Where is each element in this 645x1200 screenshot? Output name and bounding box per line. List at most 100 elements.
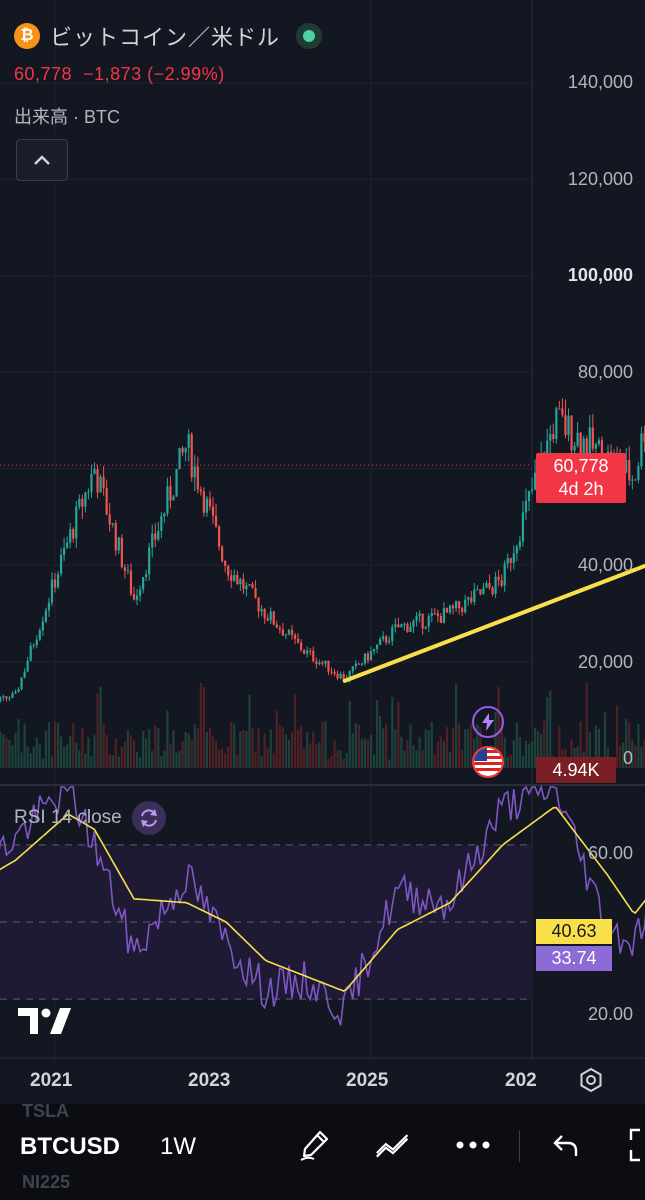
volume-bar bbox=[433, 754, 436, 768]
candle-body bbox=[509, 558, 512, 563]
us-flag-icon[interactable] bbox=[472, 746, 504, 778]
volume-bar bbox=[515, 722, 518, 768]
volume-bar bbox=[521, 755, 525, 768]
volume-bar bbox=[461, 749, 464, 768]
candle-body bbox=[132, 593, 136, 600]
candle-body bbox=[631, 479, 634, 481]
candle-body bbox=[205, 498, 209, 513]
chart-overlays bbox=[0, 464, 645, 683]
volume-bar bbox=[66, 744, 69, 768]
candle-body bbox=[135, 595, 139, 600]
symbol-button[interactable]: BTCUSD bbox=[20, 1133, 120, 1160]
volume-bar bbox=[418, 736, 421, 768]
candle-body bbox=[330, 671, 333, 673]
support-trendline bbox=[342, 563, 645, 683]
volume-bar bbox=[196, 728, 199, 768]
candle-body bbox=[242, 579, 245, 590]
volume-bar bbox=[129, 735, 133, 768]
volume-bar bbox=[518, 736, 521, 768]
candle-body bbox=[75, 506, 78, 539]
market-status-icon[interactable] bbox=[296, 23, 323, 49]
candle-body bbox=[309, 650, 312, 652]
volume-bar bbox=[619, 746, 622, 768]
fullscreen-icon[interactable] bbox=[622, 1127, 645, 1163]
volume-bar bbox=[257, 727, 260, 768]
brush-icon[interactable] bbox=[297, 1127, 333, 1163]
lightning-icon[interactable] bbox=[472, 706, 504, 738]
candle-body bbox=[415, 615, 418, 621]
candle-body bbox=[348, 671, 351, 679]
candle-body bbox=[5, 696, 8, 699]
time-axis-label: 2025 bbox=[346, 1070, 389, 1091]
volume-bar bbox=[527, 743, 531, 768]
candle-body bbox=[382, 636, 385, 640]
trend-icon[interactable] bbox=[375, 1127, 411, 1163]
collapse-legend-button[interactable] bbox=[16, 139, 68, 181]
volume-bar bbox=[120, 746, 123, 768]
volume-bar bbox=[640, 746, 643, 768]
candle-body bbox=[403, 623, 406, 625]
candle-body bbox=[129, 570, 133, 594]
candle-body bbox=[372, 648, 376, 652]
volume-bar bbox=[406, 739, 409, 768]
volume-bar bbox=[439, 736, 442, 768]
volume-bar bbox=[451, 727, 455, 768]
volume-bar bbox=[354, 723, 357, 768]
volume-bar bbox=[412, 745, 415, 768]
interval-button[interactable]: 1W bbox=[160, 1133, 196, 1160]
volume-bar bbox=[81, 727, 84, 768]
volume-bar bbox=[558, 726, 561, 768]
symbol-carousel-next[interactable]: NI225 bbox=[22, 1172, 71, 1192]
candle-body bbox=[333, 671, 336, 674]
undo-icon[interactable] bbox=[548, 1127, 584, 1163]
volume-bar bbox=[239, 731, 242, 768]
candle-body bbox=[160, 516, 163, 531]
candle-body bbox=[78, 498, 81, 507]
candle-body bbox=[597, 440, 600, 445]
candle-body bbox=[47, 602, 51, 611]
more-icon[interactable] bbox=[455, 1127, 491, 1163]
volume-bar bbox=[622, 742, 625, 768]
candle-body bbox=[527, 490, 531, 502]
symbol-title[interactable]: ビットコイン／米ドル bbox=[50, 25, 281, 50]
volume-bar bbox=[78, 750, 81, 768]
last-price-tag: 60,778 4d 2h bbox=[536, 453, 626, 503]
volume-bar bbox=[254, 751, 257, 768]
volume-bar bbox=[445, 727, 449, 768]
rsi-line bbox=[0, 784, 645, 1026]
candle-body bbox=[515, 546, 518, 554]
volume-bar bbox=[506, 756, 509, 768]
volume-bar bbox=[379, 715, 382, 768]
candle-body bbox=[269, 611, 272, 621]
symbol-carousel-prev[interactable]: TSLA bbox=[22, 1101, 69, 1121]
time-axis-label: 202 bbox=[505, 1070, 537, 1091]
candle-body bbox=[424, 626, 427, 629]
volume-bar bbox=[236, 755, 239, 768]
volume-bar bbox=[351, 733, 354, 768]
candle-body bbox=[491, 587, 494, 594]
volume-bar bbox=[436, 741, 439, 768]
candle-body bbox=[473, 589, 476, 602]
refresh-icon[interactable] bbox=[131, 801, 166, 835]
volume-legend[interactable]: 出来高 · BTC bbox=[14, 107, 120, 127]
volume-bar bbox=[242, 729, 245, 768]
tradingview-logo[interactable] bbox=[18, 1008, 72, 1039]
volume-bar bbox=[20, 752, 23, 768]
volume-bar bbox=[628, 722, 631, 768]
candle-body bbox=[184, 447, 187, 453]
settings-icon[interactable] bbox=[578, 1067, 604, 1093]
volume-bar bbox=[166, 710, 169, 768]
candle-body bbox=[354, 663, 357, 667]
volume-bar bbox=[41, 758, 44, 768]
volume-bar bbox=[211, 736, 215, 768]
volume-bar bbox=[363, 738, 367, 768]
candle-body bbox=[254, 587, 257, 598]
candle-body bbox=[628, 460, 631, 481]
candle-body bbox=[470, 597, 473, 602]
volume-bar bbox=[190, 739, 193, 768]
rsi-legend[interactable]: RSI 14 close bbox=[14, 801, 166, 835]
price-change-percent: (−2.99%) bbox=[147, 64, 225, 84]
candle-body bbox=[251, 584, 254, 588]
volume-bar bbox=[616, 705, 619, 768]
